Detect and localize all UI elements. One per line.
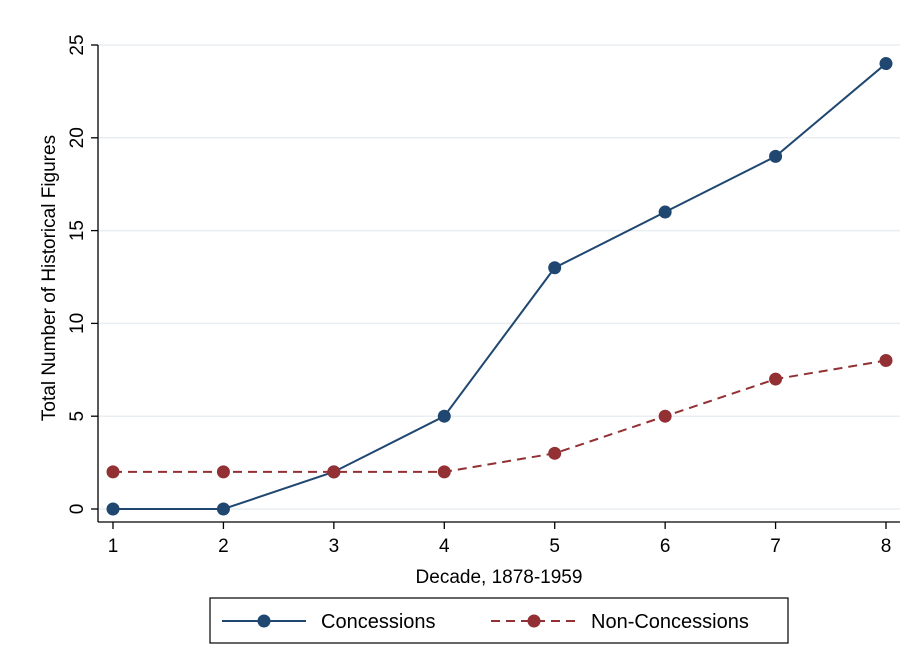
grid-lines bbox=[98, 44, 900, 510]
data-point-non-concessions bbox=[658, 409, 672, 423]
axes bbox=[97, 45, 900, 523]
x-tick-label: 3 bbox=[329, 536, 340, 557]
data-point-non-concessions bbox=[216, 465, 230, 479]
legend-marker-non-concessions bbox=[527, 614, 541, 628]
data-point-concessions bbox=[106, 502, 120, 516]
data-point-non-concessions bbox=[327, 465, 341, 479]
x-tick-label: 1 bbox=[108, 536, 119, 557]
x-tick-label: 5 bbox=[549, 536, 560, 557]
y-tick-label: 10 bbox=[67, 313, 88, 334]
y-tick-label: 20 bbox=[67, 127, 88, 148]
legend-item-non-concessions: Non-Concessions bbox=[491, 611, 749, 633]
data-point-non-concessions bbox=[769, 372, 783, 386]
legend: Concessions Non-Concessions bbox=[209, 597, 789, 644]
data-point-non-concessions bbox=[106, 465, 120, 479]
data-point-concessions bbox=[548, 261, 562, 275]
data-point-non-concessions bbox=[879, 354, 893, 368]
series-line-concessions bbox=[113, 62, 887, 510]
data-point-concessions bbox=[769, 149, 783, 163]
series-non-concessions bbox=[106, 354, 893, 479]
data-point-concessions bbox=[437, 409, 451, 423]
y-tick-label: 5 bbox=[67, 411, 88, 422]
y-axis-title: Total Number of Historical Figures bbox=[39, 135, 60, 421]
series-layer bbox=[106, 57, 893, 516]
y-tick-label: 0 bbox=[67, 504, 88, 515]
x-axis-ticks: 1 2 3 4 5 6 7 8 bbox=[108, 522, 892, 557]
legend-label-non-concessions: Non-Concessions bbox=[591, 611, 749, 633]
x-axis-title: Decade, 1878-1959 bbox=[416, 567, 583, 588]
x-tick-label: 6 bbox=[660, 536, 671, 557]
x-tick-label: 8 bbox=[881, 536, 892, 557]
y-axis-ticks: 0 5 10 15 20 25 bbox=[67, 34, 98, 514]
data-point-non-concessions bbox=[437, 465, 451, 479]
data-point-concessions bbox=[216, 502, 230, 516]
y-tick-label: 15 bbox=[67, 220, 88, 241]
legend-item-concessions: Concessions bbox=[222, 611, 436, 633]
x-tick-label: 2 bbox=[218, 536, 229, 557]
data-point-non-concessions bbox=[548, 446, 562, 460]
legend-label-concessions: Concessions bbox=[321, 611, 436, 633]
x-tick-label: 4 bbox=[439, 536, 450, 557]
data-point-concessions bbox=[879, 57, 893, 71]
legend-marker-concessions bbox=[257, 614, 271, 628]
x-tick-label: 7 bbox=[770, 536, 781, 557]
series-line-non-concessions bbox=[113, 359, 887, 473]
data-point-concessions bbox=[658, 205, 672, 219]
y-tick-label: 25 bbox=[67, 34, 88, 55]
